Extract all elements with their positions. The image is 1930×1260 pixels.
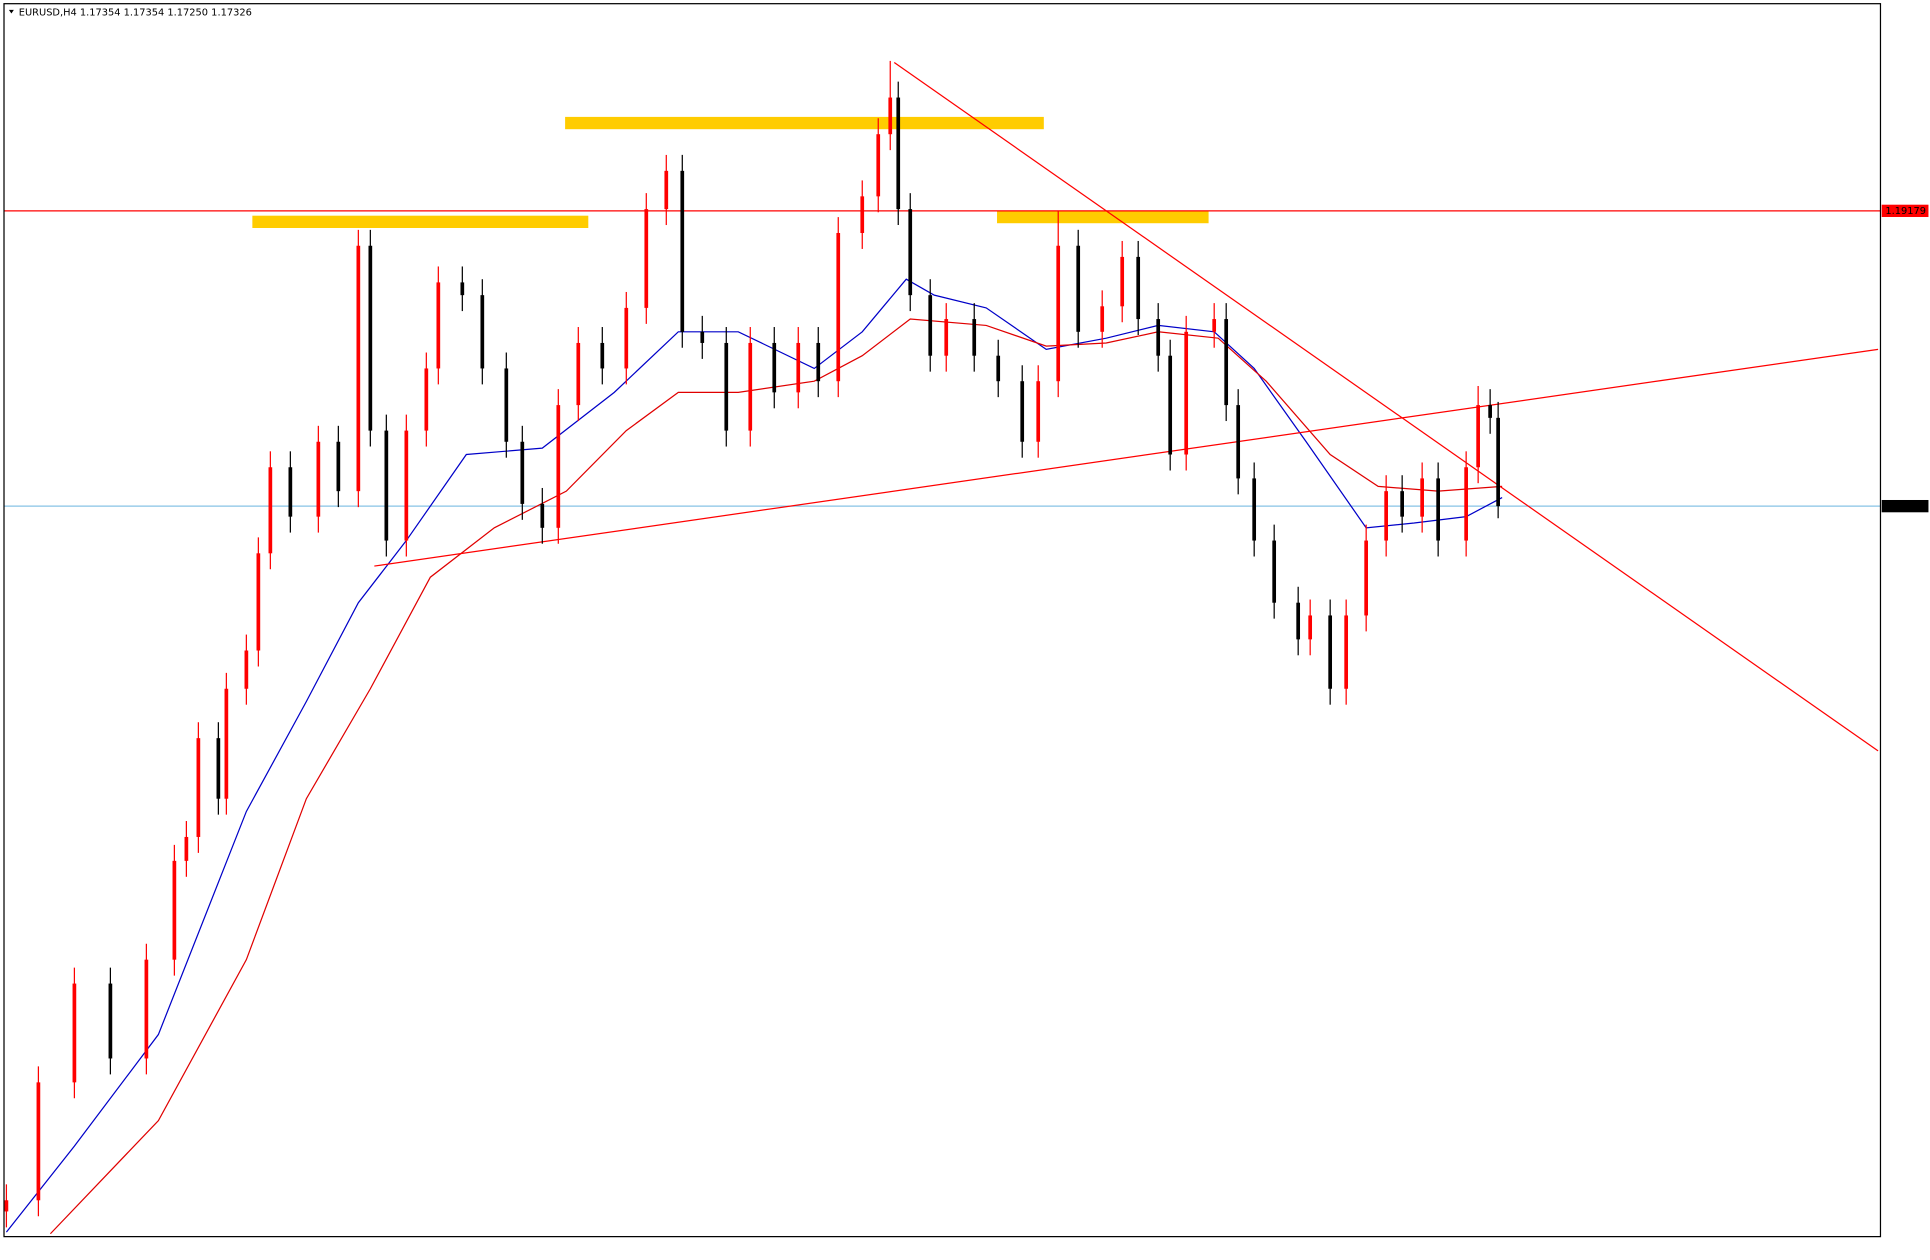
candle-body xyxy=(288,467,293,517)
candle-body xyxy=(1488,405,1492,418)
price-label: 1.19179 xyxy=(1885,206,1926,217)
candle-body xyxy=(836,233,841,382)
candle-body xyxy=(540,503,545,528)
candle-body xyxy=(644,209,649,308)
candle-body xyxy=(36,1082,41,1201)
candle-body xyxy=(1184,331,1189,455)
candle-body xyxy=(504,368,509,442)
candle-body xyxy=(144,959,149,1059)
candle-body xyxy=(4,1200,9,1212)
candle-body xyxy=(1476,405,1480,468)
candle-body xyxy=(1056,245,1061,382)
candle-body xyxy=(748,342,753,431)
candle-body xyxy=(1020,381,1025,442)
candle-body xyxy=(796,342,801,393)
resistance-zone xyxy=(565,116,1044,130)
candle-body xyxy=(888,97,893,135)
candle-body xyxy=(1308,615,1313,640)
candle-body xyxy=(72,983,77,1083)
candle-body xyxy=(1496,417,1500,507)
candle-body xyxy=(520,441,525,504)
candle-body xyxy=(268,467,273,554)
plot xyxy=(4,60,1881,1235)
candle-body xyxy=(356,245,361,492)
candle-body xyxy=(680,170,685,332)
candle-body xyxy=(384,430,389,541)
chart-title: EURUSD,H4 1.17354 1.17354 1.17250 1.1732… xyxy=(19,7,252,18)
candle-body xyxy=(1344,615,1349,689)
axes: 1.19179 1.17326 xyxy=(1881,204,1929,513)
candle-body xyxy=(316,441,321,517)
candle-body xyxy=(576,342,581,406)
candle-body xyxy=(404,430,409,541)
candle-body xyxy=(1120,256,1125,307)
candle-body xyxy=(1224,319,1229,406)
candle-body xyxy=(908,209,913,296)
candle-body xyxy=(244,650,249,689)
candle-body xyxy=(724,342,729,431)
candle-body xyxy=(1236,405,1241,479)
candle-body xyxy=(336,441,341,492)
line-series xyxy=(893,61,1879,752)
candle-body xyxy=(108,983,113,1059)
candle-body xyxy=(184,836,189,861)
candle-body xyxy=(664,170,669,210)
candle-body xyxy=(896,97,901,210)
candle-body xyxy=(436,282,441,369)
candle-body xyxy=(1168,355,1173,455)
candle-body xyxy=(1212,319,1217,332)
candle-body xyxy=(876,134,881,197)
candle-body xyxy=(772,342,777,393)
candle-body xyxy=(1076,245,1081,332)
plot-border xyxy=(3,3,1882,1238)
candle-body xyxy=(480,295,485,369)
price-label-box xyxy=(1881,499,1929,513)
candle-body xyxy=(1100,306,1105,332)
resistance-zone xyxy=(997,210,1209,224)
candle-body xyxy=(624,307,629,369)
candle-body xyxy=(556,405,561,528)
candle-body xyxy=(216,738,221,799)
price-label: 1.17326 xyxy=(1885,501,1926,512)
candle-body xyxy=(1036,381,1041,442)
candle-body xyxy=(1400,491,1404,517)
candle-body xyxy=(928,295,933,356)
price-label-box xyxy=(1881,204,1929,218)
candle-body xyxy=(972,319,977,356)
candle-body xyxy=(1136,256,1141,320)
candle-body xyxy=(700,331,705,343)
candle-body xyxy=(256,553,261,651)
candle-body xyxy=(1272,540,1277,603)
candle-body xyxy=(172,860,177,960)
candle-body xyxy=(600,342,605,369)
candle-body xyxy=(368,245,373,431)
candle-body xyxy=(1364,540,1369,616)
candle-body xyxy=(944,319,949,356)
candle-body xyxy=(1384,491,1389,541)
candle-body xyxy=(424,368,429,431)
candle-body xyxy=(1464,467,1468,541)
candle-body xyxy=(1156,319,1161,356)
candle-body xyxy=(1296,602,1301,640)
candle-body xyxy=(460,282,465,296)
resistance-zone xyxy=(252,215,589,229)
candle-body xyxy=(196,738,201,837)
candle-body xyxy=(816,342,821,382)
candle-body xyxy=(224,688,229,799)
candle-body xyxy=(1252,478,1257,541)
line-series xyxy=(5,278,1503,1233)
candle-body xyxy=(1436,478,1440,541)
candle-body xyxy=(860,196,865,234)
candle-body xyxy=(996,355,1001,382)
line-series xyxy=(374,348,1879,567)
candle-body xyxy=(1420,478,1424,517)
title-marker xyxy=(8,9,14,14)
candle-body xyxy=(1328,615,1333,689)
